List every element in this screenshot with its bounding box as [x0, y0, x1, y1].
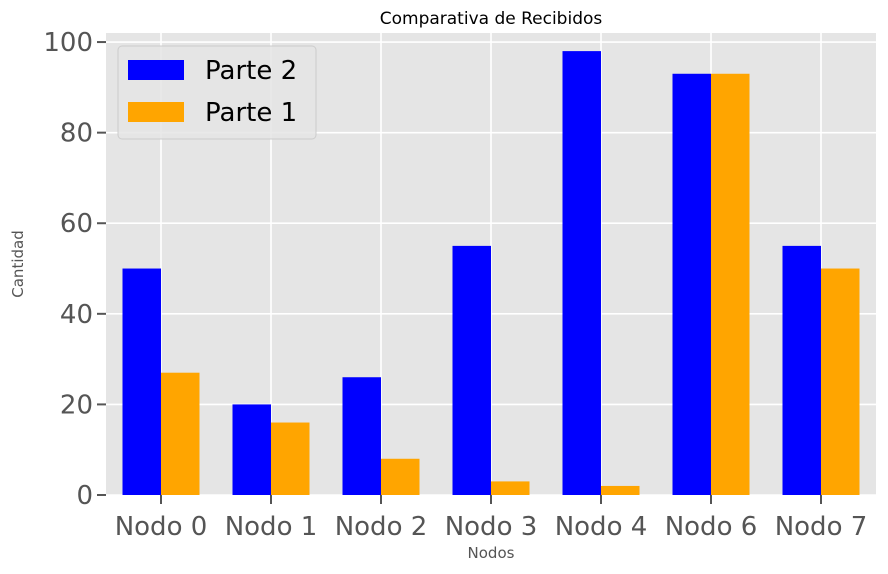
- bar-parte-1: [381, 458, 420, 495]
- bar-parte-1: [711, 73, 750, 495]
- x-tick-label: Nodo 7: [775, 512, 868, 542]
- bar-parte-1: [161, 372, 200, 495]
- bar-parte-2: [782, 245, 821, 495]
- x-tick-label: Nodo 3: [445, 512, 538, 542]
- bar-parte-2: [232, 404, 271, 495]
- bar-parte-1: [271, 422, 310, 495]
- bar-parte-2: [562, 51, 601, 495]
- x-axis-ticks: Nodo 0 Nodo 1 Nodo 2 Nodo 3 Nodo 4 Nodo 6 Nodo…: [115, 495, 868, 542]
- y-tick-label: 40: [60, 300, 93, 330]
- x-tick-label: Nodo 0: [115, 512, 208, 542]
- legend-label: Parte 2: [205, 56, 297, 86]
- y-tick-label: 0: [76, 481, 93, 511]
- x-tick-label: Nodo 1: [225, 512, 318, 542]
- bar-parte-2: [122, 268, 161, 495]
- bar-parte-1: [601, 485, 640, 495]
- bar-parte-1: [491, 481, 530, 495]
- legend-swatch: [128, 102, 184, 122]
- x-axis-label: Nodos: [468, 544, 515, 562]
- x-tick-label: Nodo 6: [665, 512, 758, 542]
- y-axis-label: Cantidad: [9, 230, 27, 297]
- y-tick-label: 20: [60, 390, 93, 420]
- legend: Parte 2 Parte 1: [117, 45, 317, 140]
- y-tick-label: 60: [60, 209, 93, 239]
- y-tick-label: 100: [43, 28, 93, 58]
- legend-label: Parte 1: [205, 98, 297, 128]
- bar-parte-2: [342, 377, 381, 495]
- y-axis-ticks: 0 20 40 60 80 100: [43, 28, 106, 511]
- bar-parte-1: [821, 268, 860, 495]
- x-tick-label: Nodo 4: [555, 512, 648, 542]
- chart-title: Comparativa de Recibidos: [380, 9, 603, 29]
- y-tick-label: 80: [60, 119, 93, 149]
- bars-group: [122, 51, 860, 495]
- bar-parte-2: [452, 245, 491, 495]
- bar-parte-2: [672, 73, 711, 495]
- x-tick-label: Nodo 2: [335, 512, 428, 542]
- legend-swatch: [128, 60, 184, 80]
